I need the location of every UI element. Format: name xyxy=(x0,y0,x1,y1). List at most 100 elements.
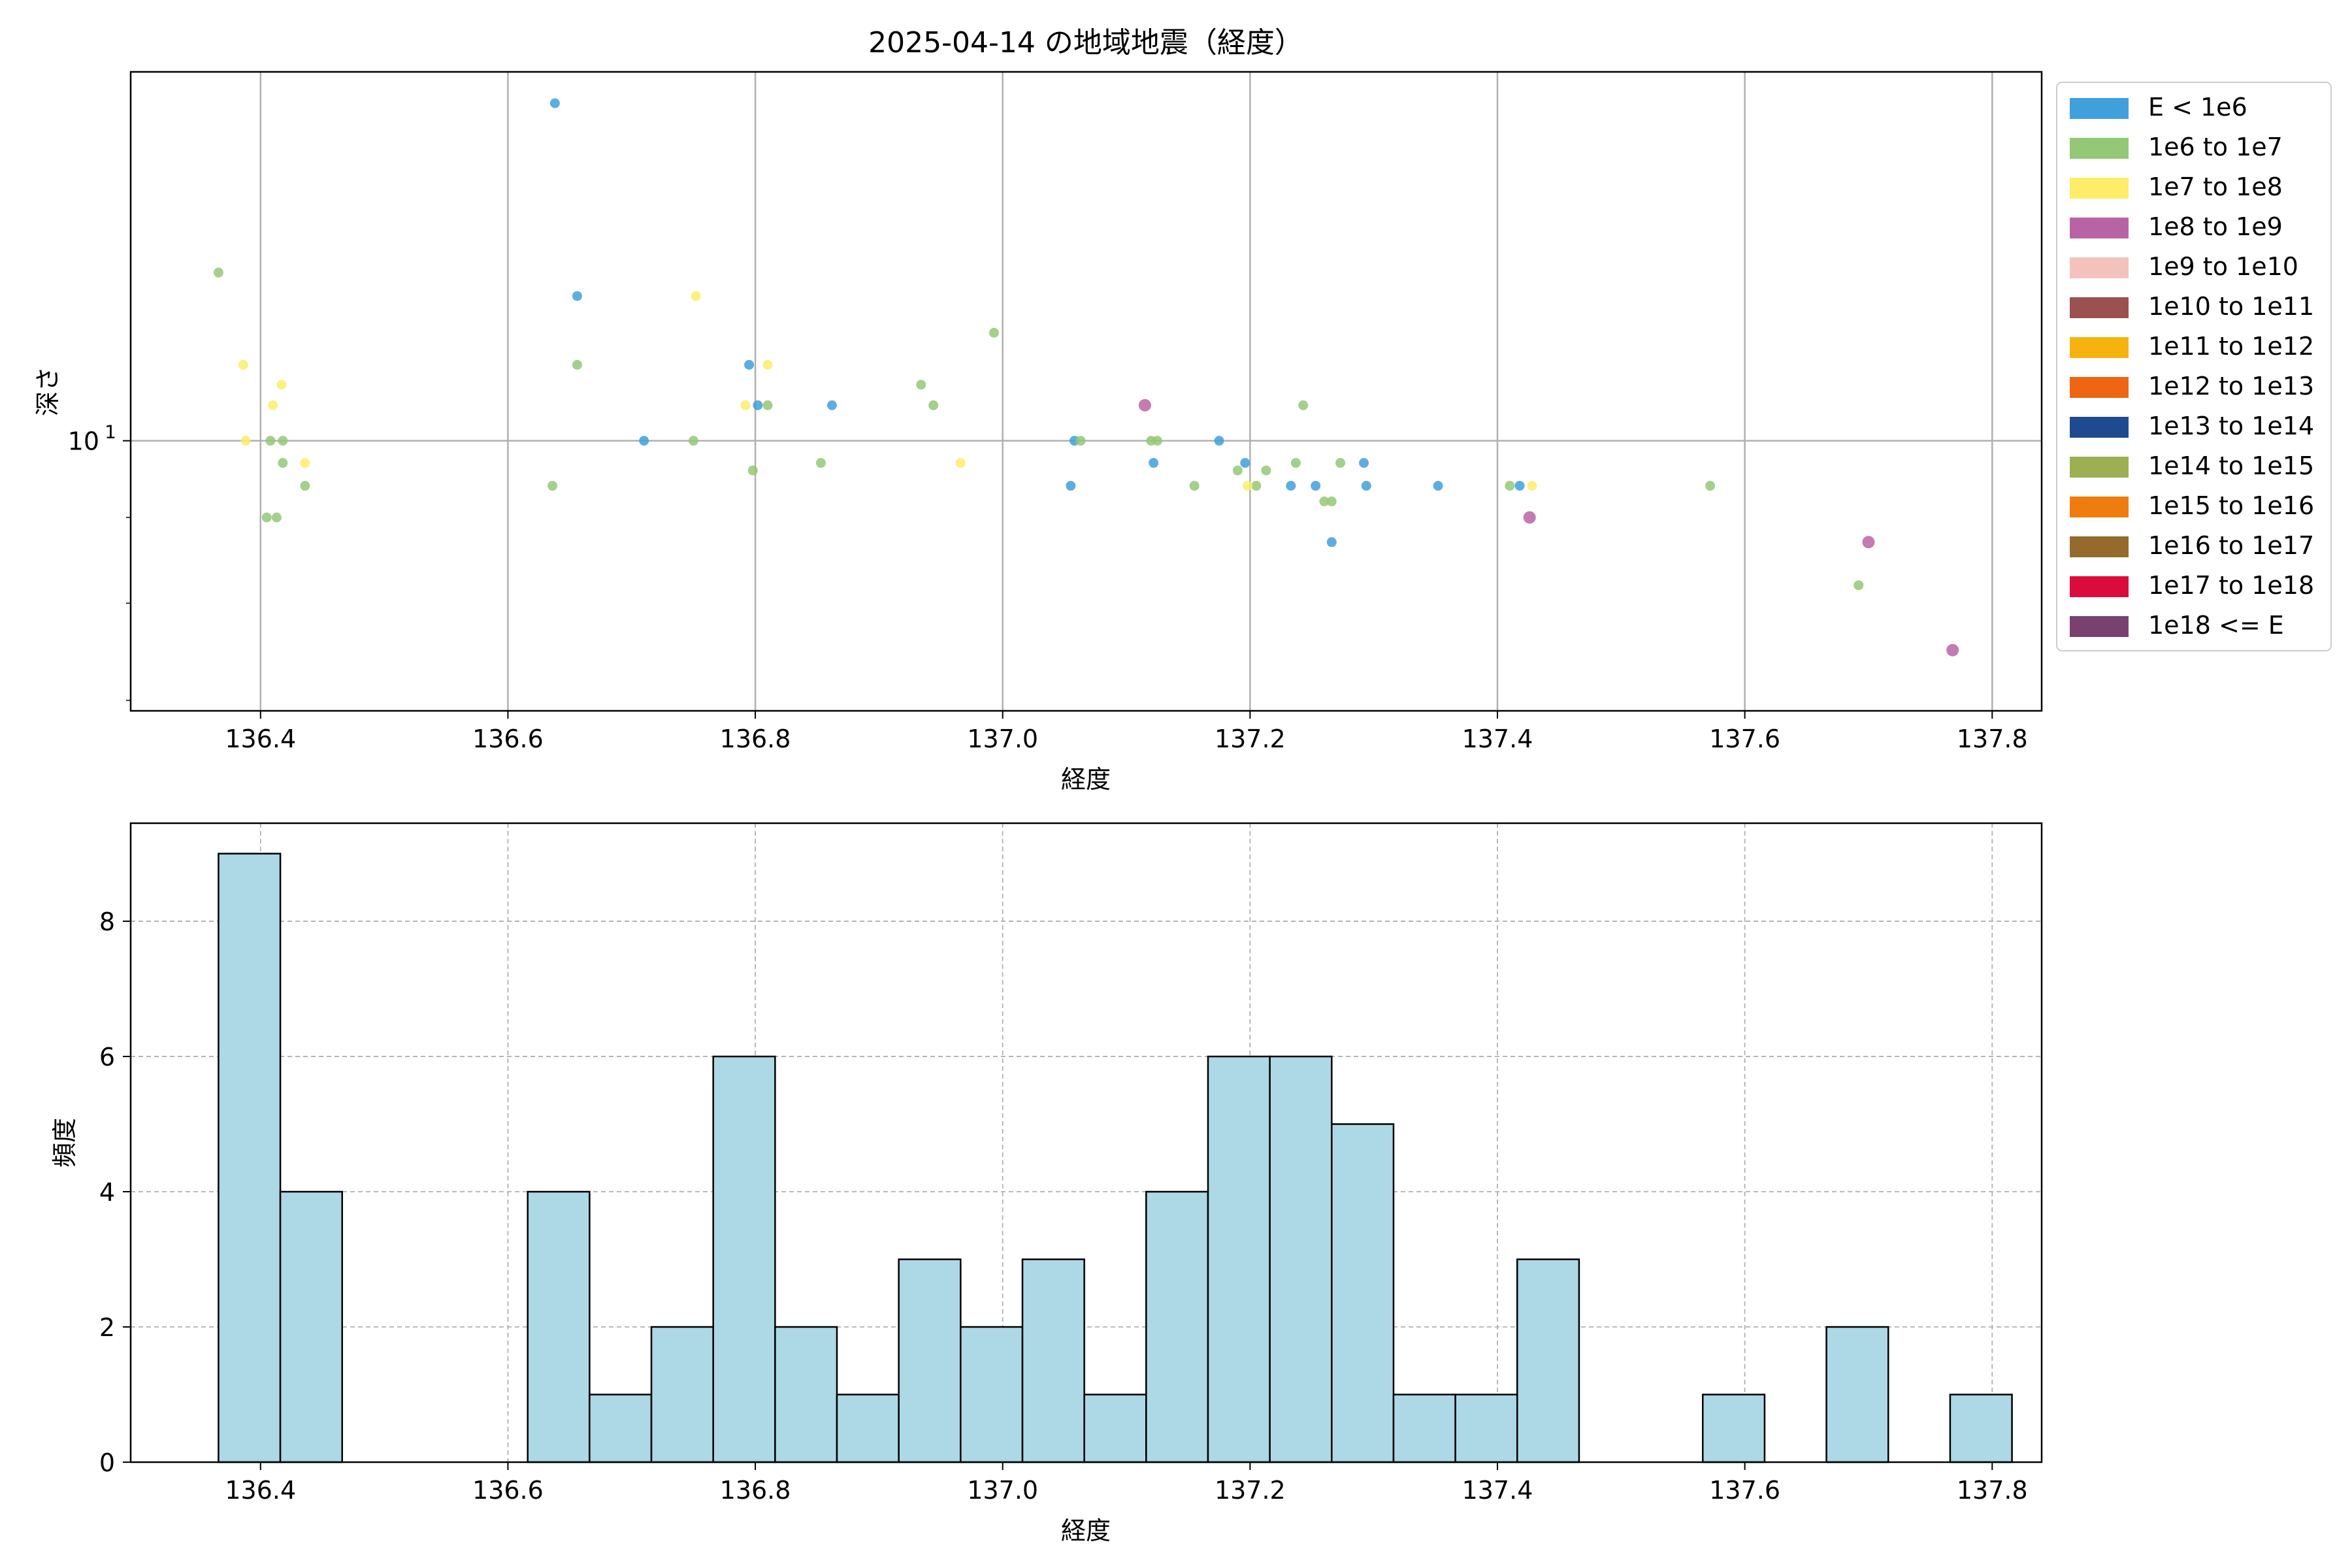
scatter-point xyxy=(639,436,649,446)
histogram-bar xyxy=(589,1394,653,1463)
scatter-point xyxy=(1261,465,1271,476)
legend-label: 1e10 to 1e11 xyxy=(2148,292,2314,321)
histogram-x-tick-label: 136.6 xyxy=(472,1476,544,1505)
histogram-x-tick-label: 137.8 xyxy=(1957,1476,2028,1505)
histogram-y-tick-label: 2 xyxy=(99,1313,115,1342)
histogram-bar xyxy=(1949,1394,2013,1463)
histogram-plot-frame xyxy=(129,822,2043,1463)
scatter-point xyxy=(547,481,558,491)
scatter-point xyxy=(1290,458,1301,468)
legend-label: 1e7 to 1e8 xyxy=(2148,172,2283,201)
legend-box xyxy=(2056,82,2332,651)
scatter-panel: 2025-04-14 の地域地震（経度） 136.4 136.6 136.8 137.… xyxy=(33,26,2332,794)
scatter-point xyxy=(762,359,773,370)
histogram-x-tick-label: 137.6 xyxy=(1709,1476,1780,1505)
legend-swatch xyxy=(2070,576,2129,597)
scatter-point xyxy=(1152,436,1162,446)
histogram-bar xyxy=(1516,1258,1580,1463)
scatter-y-tick-exponent: 1 xyxy=(105,421,116,443)
histogram-x-tick-label: 137.4 xyxy=(1462,1476,1533,1505)
scatter-point xyxy=(1298,400,1309,410)
scatter-points xyxy=(213,98,1959,657)
scatter-point xyxy=(815,458,826,468)
histogram-x-axis-label: 経度 xyxy=(1061,1516,1111,1545)
scatter-point xyxy=(268,400,278,410)
legend-swatch xyxy=(2070,497,2129,517)
scatter-point xyxy=(213,267,223,278)
legend-label: 1e15 to 1e16 xyxy=(2148,491,2314,520)
histogram-bar xyxy=(1207,1055,1271,1463)
scatter-x-tick-label: 136.8 xyxy=(720,725,791,753)
scatter-point xyxy=(1862,536,1875,549)
scatter-point xyxy=(1243,481,1253,491)
legend-swatch xyxy=(2070,218,2129,238)
scatter-x-tick-label: 136.6 xyxy=(472,725,544,753)
histogram-bar xyxy=(960,1326,1024,1463)
scatter-point xyxy=(261,512,272,523)
scatter-point xyxy=(955,458,966,468)
histogram-x-tick-label: 137.2 xyxy=(1215,1476,1286,1505)
scatter-point xyxy=(753,400,763,410)
scatter-point xyxy=(278,436,288,446)
scatter-point xyxy=(1505,481,1515,491)
scatter-point xyxy=(1514,481,1525,491)
scatter-point xyxy=(1433,481,1443,491)
histogram-bar xyxy=(1825,1326,1889,1463)
legend-label: 1e8 to 1e9 xyxy=(2148,212,2283,241)
legend-label: 1e11 to 1e12 xyxy=(2148,332,2314,361)
histogram-panel: 136.4 136.6 136.8 137.0 137.2 137.4 137.6 137.8… xyxy=(50,822,2043,1545)
scatter-point xyxy=(300,481,310,491)
legend-label: 1e14 to 1e15 xyxy=(2148,451,2314,480)
scatter-point xyxy=(1232,465,1243,476)
legend-swatch xyxy=(2070,178,2129,199)
scatter-point xyxy=(762,400,773,410)
scatter-point xyxy=(278,458,288,468)
scatter-y-axis-label: 深さ xyxy=(33,367,62,416)
histogram-bar xyxy=(1702,1394,1766,1463)
legend-swatch xyxy=(2070,536,2129,557)
scatter-point xyxy=(1149,458,1159,468)
scatter-point xyxy=(1335,458,1346,468)
histogram-bar xyxy=(712,1055,776,1463)
histogram-x-tick-label: 136.8 xyxy=(720,1476,791,1505)
scatter-point xyxy=(572,359,582,370)
histogram-y-tick-label: 0 xyxy=(99,1448,115,1477)
legend-swatch xyxy=(2070,417,2129,438)
scatter-point xyxy=(688,436,698,446)
histogram-y-tick-label: 6 xyxy=(99,1043,115,1071)
histogram-bar xyxy=(1083,1394,1147,1463)
legend-swatch xyxy=(2070,337,2129,358)
scatter-x-tick-label: 137.4 xyxy=(1462,725,1533,753)
scatter-x-tick-label: 137.2 xyxy=(1215,725,1286,753)
scatter-x-tick-label: 137.0 xyxy=(967,725,1038,753)
scatter-x-tick-label: 137.8 xyxy=(1957,725,2028,753)
scatter-point xyxy=(747,465,758,476)
scatter-plot-frame xyxy=(129,71,2043,712)
scatter-y-tick-label: 10 xyxy=(68,427,99,456)
histogram-x-ticks: 136.4 136.6 136.8 137.0 137.2 137.4 137.6 137.8 xyxy=(225,1462,2028,1505)
histogram-bar xyxy=(1269,1055,1333,1463)
legend-label: 1e9 to 1e10 xyxy=(2148,252,2298,281)
scatter-point xyxy=(1075,436,1086,446)
legend-label: 1e18 <= E xyxy=(2148,611,2284,640)
scatter-x-ticks: 136.4 136.6 136.8 137.0 137.2 137.4 137.6 137.8 xyxy=(225,711,2028,753)
scatter-point xyxy=(1189,481,1200,491)
histogram-x-tick-label: 136.4 xyxy=(225,1476,296,1505)
chart-title: 2025-04-14 の地域地震（経度） xyxy=(868,26,1303,59)
scatter-point xyxy=(300,458,310,468)
scatter-point xyxy=(240,436,251,446)
histogram-bar xyxy=(774,1326,838,1463)
histogram-bar xyxy=(1392,1394,1456,1463)
histogram-bar xyxy=(1331,1123,1395,1463)
scatter-x-tick-label: 137.6 xyxy=(1709,725,1780,753)
scatter-point xyxy=(238,359,248,370)
histogram-bar xyxy=(279,1190,343,1463)
scatter-point xyxy=(271,512,282,523)
histogram-bar xyxy=(218,853,282,1463)
legend-swatch xyxy=(2070,138,2129,159)
legend-label: 1e16 to 1e17 xyxy=(2148,531,2314,560)
scatter-point xyxy=(1319,497,1330,507)
scatter-point xyxy=(1066,481,1076,491)
scatter-x-axis-label: 経度 xyxy=(1061,765,1111,794)
